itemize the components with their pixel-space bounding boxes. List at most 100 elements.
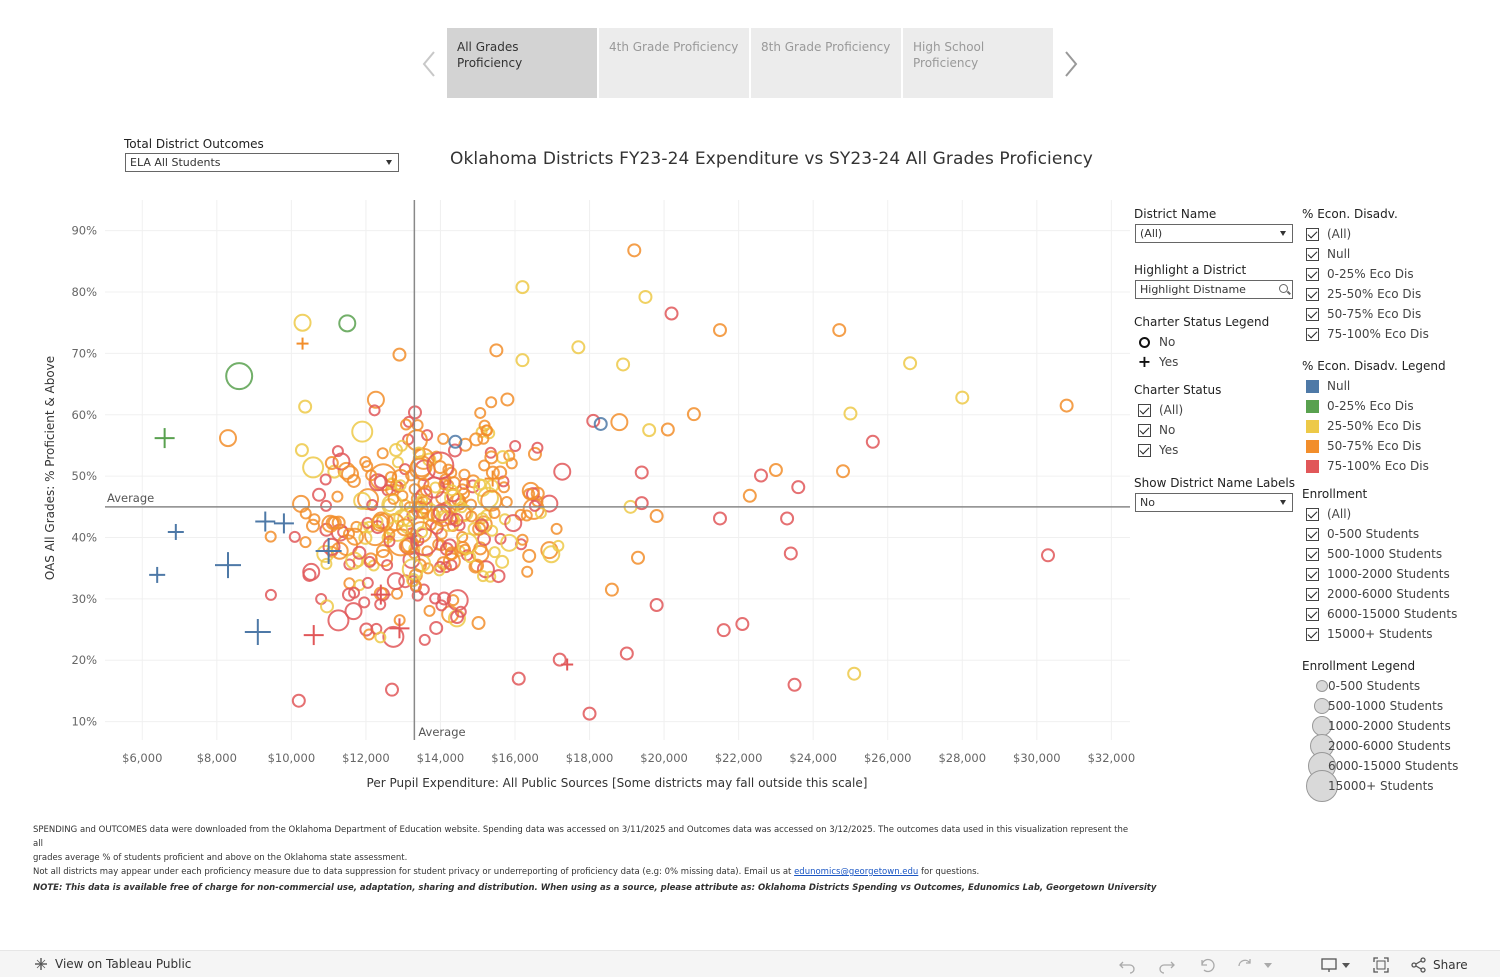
enrollment-checkbox-row[interactable]: 0-500 Students bbox=[1306, 524, 1419, 544]
enrollment-checkbox-row[interactable]: 6000-15000 Students bbox=[1306, 604, 1457, 624]
district-point bbox=[456, 532, 479, 555]
checkbox-checked-icon[interactable] bbox=[1306, 287, 1319, 301]
district-point bbox=[515, 280, 530, 295]
district-point bbox=[167, 523, 184, 540]
district-point bbox=[476, 560, 495, 579]
district-point bbox=[432, 503, 451, 522]
district-point bbox=[686, 407, 701, 422]
district-point bbox=[664, 306, 679, 321]
footnote-line-3: Not all districts may appear under each … bbox=[33, 867, 980, 877]
district-point bbox=[520, 509, 533, 522]
checkbox-checked-icon[interactable] bbox=[1138, 443, 1151, 457]
district-point bbox=[843, 406, 858, 421]
checkbox-checked-icon[interactable] bbox=[1306, 607, 1319, 621]
district-point bbox=[296, 337, 309, 350]
district-point bbox=[426, 451, 455, 480]
previous-story-arrow-icon[interactable] bbox=[419, 44, 439, 84]
tab-8th-grade[interactable]: 8th Grade Proficiency bbox=[751, 28, 901, 98]
district-point bbox=[455, 540, 470, 555]
charter-legend-title: Charter Status Legend bbox=[1134, 315, 1270, 329]
checkbox-checked-icon[interactable] bbox=[1306, 567, 1319, 581]
district-point bbox=[400, 418, 413, 431]
econ-checkbox-row[interactable]: (All) bbox=[1306, 224, 1351, 244]
district-point bbox=[308, 513, 321, 526]
district-point bbox=[754, 468, 768, 483]
district-point bbox=[255, 511, 276, 532]
econ-checkbox-row[interactable]: 25-50% Eco Dis bbox=[1306, 284, 1421, 304]
refresh-icon[interactable] bbox=[1236, 956, 1254, 974]
highlight-placeholder: Highlight Distname bbox=[1140, 283, 1246, 296]
checkbox-checked-icon[interactable] bbox=[1306, 247, 1319, 261]
charter-checkbox-row[interactable]: Yes bbox=[1138, 440, 1178, 460]
district-point bbox=[391, 456, 404, 469]
legend-label: No bbox=[1159, 335, 1176, 349]
checkbox-checked-icon[interactable] bbox=[1306, 627, 1319, 641]
district-point bbox=[405, 429, 428, 452]
enrollment-checkbox-label: 0-500 Students bbox=[1327, 527, 1420, 541]
district-point bbox=[627, 243, 642, 258]
share-button[interactable]: Share bbox=[1411, 957, 1468, 973]
checkbox-checked-icon[interactable] bbox=[1306, 307, 1319, 321]
district-point bbox=[955, 390, 970, 405]
download-icon[interactable] bbox=[1320, 956, 1352, 974]
enrollment-checkbox-row[interactable]: 15000+ Students bbox=[1306, 624, 1433, 644]
email-link[interactable]: edunomics@georgetown.edu bbox=[794, 867, 919, 877]
enrollment-checkbox-row[interactable]: 500-1000 Students bbox=[1306, 544, 1442, 564]
checkbox-checked-icon[interactable] bbox=[1138, 423, 1151, 437]
enrollment-legend-label: 0-500 Students bbox=[1328, 679, 1421, 693]
checkbox-checked-icon[interactable] bbox=[1306, 527, 1319, 541]
checkbox-checked-icon[interactable] bbox=[1306, 227, 1319, 241]
revert-icon[interactable] bbox=[1198, 956, 1216, 974]
district-dropdown[interactable]: (All) bbox=[1135, 224, 1293, 243]
undo-icon[interactable] bbox=[1118, 956, 1136, 974]
district-point bbox=[416, 526, 429, 539]
redo-icon[interactable] bbox=[1158, 956, 1176, 974]
checkbox-checked-icon[interactable] bbox=[1306, 327, 1319, 341]
district-point bbox=[500, 533, 519, 552]
checkbox-checked-icon[interactable] bbox=[1306, 507, 1319, 521]
next-story-arrow-icon[interactable] bbox=[1061, 44, 1081, 84]
charter-checkbox-row[interactable]: (All) bbox=[1138, 400, 1183, 420]
checkbox-checked-icon[interactable] bbox=[1138, 403, 1151, 417]
tab-high-school[interactable]: High School Proficiency bbox=[903, 28, 1053, 98]
checkbox-checked-icon[interactable] bbox=[1306, 267, 1319, 281]
econ-checkbox-row[interactable]: Null bbox=[1306, 244, 1350, 264]
highlight-search-input[interactable]: Highlight Distname bbox=[1135, 280, 1293, 299]
checkbox-checked-icon[interactable] bbox=[1306, 547, 1319, 561]
econ-checkbox-row[interactable]: 50-75% Eco Dis bbox=[1306, 304, 1421, 324]
tab-all-grades[interactable]: All Grades Proficiency bbox=[447, 28, 597, 98]
y-tick-label: 50% bbox=[71, 469, 97, 483]
district-point bbox=[366, 498, 379, 511]
enrollment-checkbox-row[interactable]: (All) bbox=[1306, 504, 1351, 524]
district-point bbox=[401, 535, 420, 554]
enrollment-checkbox-row[interactable]: 2000-6000 Students bbox=[1306, 584, 1450, 604]
district-point bbox=[327, 515, 342, 530]
district-point bbox=[481, 424, 494, 437]
district-point bbox=[476, 486, 499, 509]
econ-checkbox-row[interactable]: 75-100% Eco Dis bbox=[1306, 324, 1429, 344]
outcomes-dropdown[interactable]: ELA All Students bbox=[125, 153, 399, 172]
view-on-tableau-link[interactable]: View on Tableau Public bbox=[34, 957, 191, 971]
district-point bbox=[480, 489, 503, 512]
district-point bbox=[552, 652, 567, 667]
charter-checkbox-row[interactable]: No bbox=[1138, 420, 1175, 440]
enrollment-checkbox-row[interactable]: 1000-2000 Students bbox=[1306, 564, 1450, 584]
district-point bbox=[476, 570, 489, 583]
district-point bbox=[509, 439, 522, 452]
checkbox-checked-icon[interactable] bbox=[1306, 587, 1319, 601]
tab-4th-grade[interactable]: 4th Grade Proficiency bbox=[599, 28, 749, 98]
fullscreen-icon[interactable] bbox=[1372, 956, 1390, 974]
district-filter-label: District Name bbox=[1134, 207, 1217, 221]
enrollment-checkbox-label: 1000-2000 Students bbox=[1327, 567, 1450, 581]
district-point bbox=[337, 461, 356, 480]
district-point bbox=[410, 527, 439, 556]
district-point bbox=[528, 499, 541, 512]
size-circle-icon bbox=[1316, 680, 1328, 692]
district-point bbox=[465, 479, 480, 494]
econ-checkbox-row[interactable]: 0-25% Eco Dis bbox=[1306, 264, 1414, 284]
district-point bbox=[511, 671, 526, 686]
labels-dropdown[interactable]: No bbox=[1135, 493, 1293, 512]
enrollment-filter-title: Enrollment bbox=[1302, 487, 1368, 501]
district-point bbox=[299, 507, 312, 520]
pause-dropdown-icon[interactable] bbox=[1262, 956, 1274, 974]
